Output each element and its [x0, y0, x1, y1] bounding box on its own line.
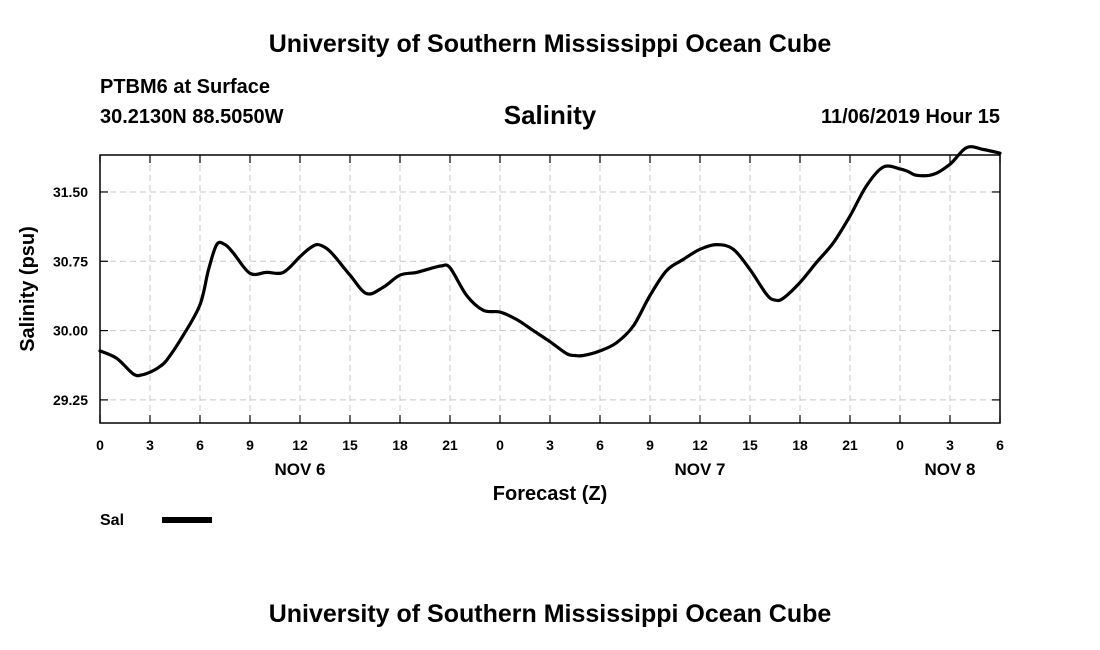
- x-tick-label: 0: [496, 437, 504, 453]
- day-label: NOV 6: [274, 460, 325, 479]
- station-label: PTBM6 at Surface: [100, 76, 271, 98]
- x-axis-label: Forecast (Z): [493, 483, 607, 505]
- x-tick-label: 15: [742, 437, 758, 453]
- grid-lines: [100, 155, 1000, 423]
- day-label: NOV 8: [924, 460, 975, 479]
- x-tick-label: 9: [646, 437, 654, 453]
- y-tick-label: 30.00: [53, 323, 88, 339]
- tick-labels: 0 3 6 9 12 15 18 21 0 3 6 9 12 15 18 21 0 3 6 29.25 30.00 30.…: [53, 184, 1004, 479]
- timestamp-label: 11/06/2019 Hour 15: [820, 106, 1000, 128]
- coordinates-label: 30.2130N 88.5050W: [100, 106, 284, 128]
- y-tick-label: 31.50: [53, 184, 88, 200]
- footer-title: University of Southern Mississippi Ocean…: [268, 600, 832, 628]
- x-tick-label: 6: [596, 437, 604, 453]
- x-tick-label: 15: [342, 437, 358, 453]
- axis-ticks: [99, 155, 1001, 423]
- x-tick-label: 0: [896, 437, 904, 453]
- x-tick-label: 6: [196, 437, 204, 453]
- day-label: NOV 7: [674, 460, 725, 479]
- page-title: University of Southern Mississippi Ocean…: [268, 30, 832, 58]
- legend-label: Sal: [100, 512, 124, 529]
- x-tick-label: 18: [792, 437, 808, 453]
- legend: Sal: [100, 512, 212, 529]
- x-tick-label: 18: [392, 437, 408, 453]
- x-tick-label: 0: [96, 437, 104, 453]
- y-tick-label: 29.25: [53, 392, 88, 408]
- y-axis-label: Salinity (psu): [17, 226, 39, 352]
- y-tick-label: 30.75: [53, 253, 88, 269]
- series-layer: [98, 145, 1002, 378]
- x-tick-label: 3: [946, 437, 954, 453]
- x-tick-label: 21: [842, 437, 858, 453]
- x-tick-label: 9: [246, 437, 254, 453]
- x-tick-label: 6: [996, 437, 1004, 453]
- plot-frame: [99, 154, 1001, 424]
- x-tick-label: 3: [546, 437, 554, 453]
- x-tick-label: 12: [692, 437, 708, 453]
- x-tick-label: 3: [146, 437, 154, 453]
- series-line-sal: [98, 145, 1002, 378]
- x-tick-label: 21: [442, 437, 458, 453]
- chart-title: Salinity: [503, 100, 597, 130]
- x-tick-label: 12: [292, 437, 308, 453]
